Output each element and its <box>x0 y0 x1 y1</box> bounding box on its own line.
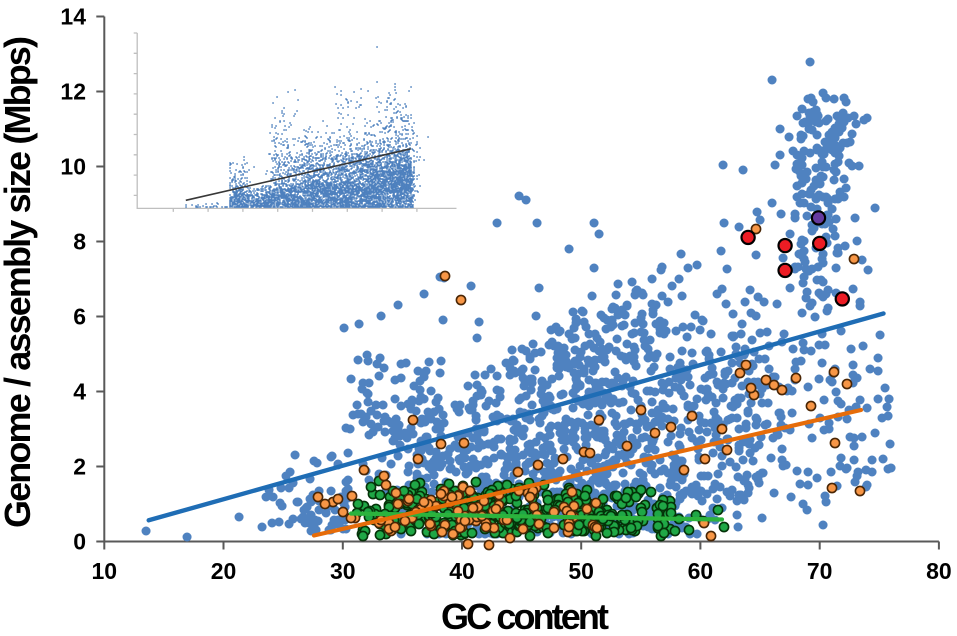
svg-text:10: 10 <box>92 558 118 584</box>
svg-text:20: 20 <box>211 558 237 584</box>
svg-text:14: 14 <box>60 4 86 30</box>
svg-text:6: 6 <box>73 304 86 330</box>
svg-text:80: 80 <box>926 558 952 584</box>
svg-text:2: 2 <box>73 454 86 480</box>
svg-text:60: 60 <box>688 558 714 584</box>
svg-text:8: 8 <box>73 229 86 255</box>
svg-text:10: 10 <box>60 154 86 180</box>
svg-text:40: 40 <box>449 558 475 584</box>
svg-text:GC content: GC content <box>441 596 609 636</box>
svg-text:70: 70 <box>807 558 833 584</box>
svg-text:50: 50 <box>568 558 594 584</box>
svg-text:4: 4 <box>73 379 86 405</box>
svg-text:0: 0 <box>73 529 86 555</box>
svg-text:12: 12 <box>60 79 86 105</box>
svg-text:Genome / assembly size (Mbps): Genome / assembly size (Mbps) <box>0 36 38 528</box>
svg-text:30: 30 <box>330 558 356 584</box>
